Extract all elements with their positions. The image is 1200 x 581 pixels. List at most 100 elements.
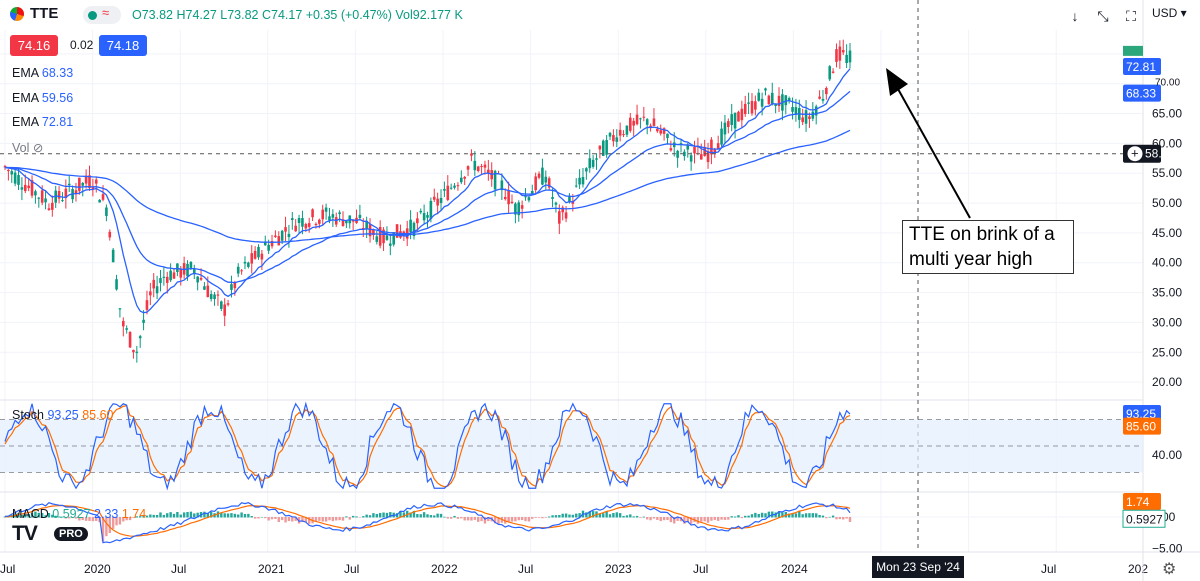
stoch-legend[interactable]: Stoch 93.25 85.60: [12, 408, 114, 422]
time-tick-label: Jul: [1041, 562, 1056, 576]
candle-body: [804, 110, 808, 124]
candle-body: [821, 98, 825, 101]
macd-hist-bar: [220, 512, 223, 518]
candle-body: [220, 301, 223, 309]
plus-icon: +: [1131, 146, 1139, 161]
candle-body: [27, 185, 30, 189]
candle-body: [591, 159, 595, 167]
candle-body: [297, 218, 301, 224]
ema-label: EMA: [12, 66, 39, 80]
candle-body: [115, 279, 118, 290]
currency-select[interactable]: USD ▾: [1152, 6, 1187, 20]
macd-hist-bar: [64, 517, 68, 519]
candle-body: [470, 153, 473, 156]
candle-body: [500, 180, 504, 191]
macd-hist-bar: [801, 514, 804, 518]
candle-body: [37, 197, 41, 199]
candle-body: [835, 49, 838, 62]
macd-hist-bar: [328, 517, 331, 521]
macd-hist-bar: [764, 513, 767, 518]
vol-legend[interactable]: Vol ⊘: [12, 140, 43, 155]
candle-body: [598, 145, 602, 150]
candle-body: [787, 98, 791, 102]
candle-body: [625, 125, 629, 135]
macd-hist-bar: [122, 517, 125, 522]
candle-body: [774, 104, 777, 106]
candle-body: [385, 235, 389, 240]
macd-hist-bar: [179, 514, 182, 518]
macd-hist-bar: [497, 517, 500, 524]
macd-hist-bar: [389, 512, 392, 518]
candle-body: [416, 218, 419, 224]
ema-legend-1[interactable]: EMA 68.33: [12, 66, 73, 80]
macd-hist-bar: [291, 517, 294, 522]
candle-body: [236, 266, 240, 274]
stoch-k-line: [4, 401, 851, 491]
candle-body: [138, 336, 142, 339]
macd-hist-bar: [571, 514, 575, 518]
candle-body: [101, 194, 105, 200]
candle-body: [162, 276, 166, 278]
candle-body: [30, 180, 34, 196]
candle-body: [679, 143, 683, 145]
macd-hist-bar: [568, 514, 571, 518]
macd-hist-bar: [646, 517, 649, 520]
macd-hist-bar: [304, 517, 308, 523]
candle-body: [476, 166, 480, 172]
macd-hist-bar: [101, 517, 105, 542]
bid-price-box[interactable]: 74.16: [10, 35, 58, 56]
macd-hist-bar: [618, 513, 622, 518]
macd-hist-bar: [510, 517, 514, 522]
macd-hist-bar: [264, 517, 267, 519]
macd-hist-bar: [575, 513, 578, 518]
ema-legend-3[interactable]: EMA 72.81: [12, 115, 73, 129]
price-tick-label: 40.00: [1152, 256, 1182, 270]
hidden-eye-icon[interactable]: ⊘: [32, 141, 44, 155]
candle-body: [527, 197, 531, 201]
macd-hist-bar: [128, 517, 132, 521]
ask-price-box[interactable]: 74.18: [99, 35, 147, 56]
macd-hist-bar: [318, 517, 321, 521]
annotation-callout[interactable]: TTE on brink of a multi year high: [902, 220, 1074, 274]
macd-hist-bar: [798, 511, 801, 518]
candle-body: [453, 185, 456, 188]
macd-hist-bar: [767, 511, 771, 518]
candle-body: [524, 196, 527, 198]
macd-hist-bar: [341, 517, 345, 521]
macd-hist-bar: [125, 517, 128, 521]
price-tick-label: 70.00: [1155, 78, 1180, 89]
macd-hist-bar: [142, 515, 145, 518]
price-tick-label: 55.00: [1152, 166, 1182, 180]
candle-body: [172, 272, 176, 279]
arrow-down-icon[interactable]: ↓: [1071, 8, 1079, 24]
candle-body: [17, 175, 20, 185]
macd-hist-bar: [527, 517, 531, 522]
candle-body: [135, 351, 139, 353]
candle-body: [169, 270, 172, 281]
expand-icon[interactable]: ⤡: [1097, 8, 1109, 24]
symbol-title[interactable]: TTE: [30, 5, 59, 22]
candle-body: [595, 158, 598, 160]
gear-icon[interactable]: ⚙: [1162, 561, 1177, 578]
candle-body: [277, 236, 281, 246]
time-tick-label: 2024: [781, 562, 808, 576]
macd-hist-bar: [642, 516, 646, 518]
candle-body: [213, 294, 216, 300]
macd-hist-bar: [473, 517, 477, 520]
candle-body: [318, 219, 321, 224]
candle-body: [311, 209, 314, 218]
macd-hist-bar: [166, 513, 169, 518]
macd-hist-bar: [723, 517, 727, 520]
macd-hist-bar: [740, 517, 744, 519]
ema-legend-2[interactable]: EMA 59.56: [12, 91, 73, 105]
pro-badge: PRO: [54, 527, 88, 541]
macd-hist-bar: [625, 515, 629, 518]
currency-label: USD: [1152, 6, 1178, 20]
macd-legend[interactable]: MACD 0.5927 2.33 1.74: [12, 507, 146, 521]
macd-hist-bar: [260, 516, 264, 518]
ema-label: EMA: [12, 115, 39, 129]
macd-hist-bar: [825, 517, 828, 519]
macd-hist-bar: [811, 513, 815, 518]
fullscreen-icon[interactable]: ⛶: [1126, 8, 1136, 24]
